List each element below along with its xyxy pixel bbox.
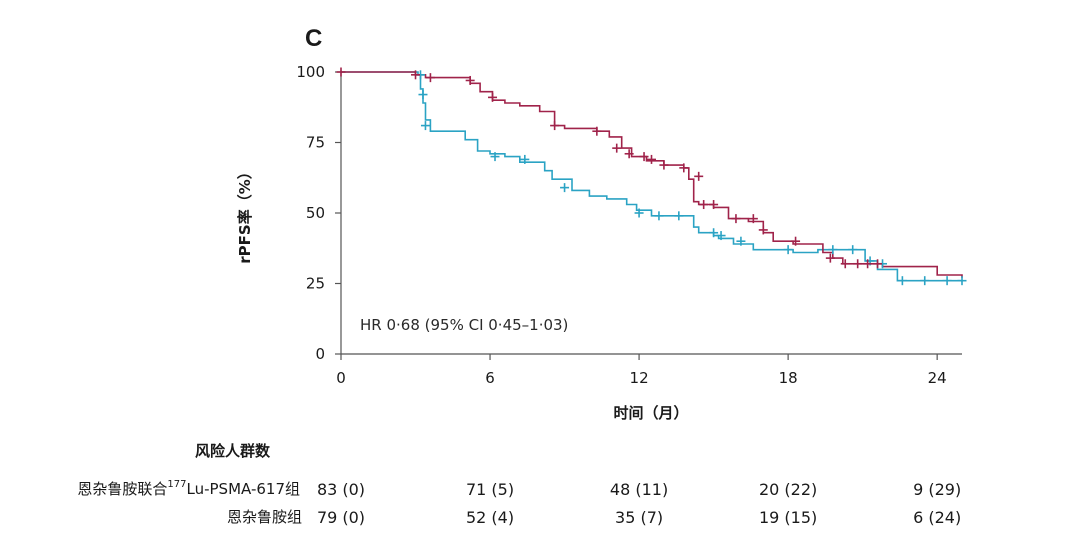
censor-mark-combo xyxy=(731,214,741,224)
risk-row-label-combo: 恩杂鲁胺联合177Lu-PSMA-617组 xyxy=(77,479,300,498)
censor-mark-combo xyxy=(873,259,883,269)
x-tick-label: 6 xyxy=(485,369,495,387)
risk-count-combo: 9 (29) xyxy=(913,480,961,499)
risk-count-mono: 6 (24) xyxy=(913,508,961,527)
censor-mark-combo xyxy=(336,67,346,77)
risk-counts: 83 (0) 71 (5) 48 (11) 20 (22) 9 (29) 79 (0) 52… xyxy=(317,480,961,527)
censor-mark-combo xyxy=(612,143,622,153)
y-axis-title: rPFS率（%） xyxy=(236,164,254,263)
axes: 0 25 50 75 100 0 6 12 18 24 xyxy=(296,63,962,387)
risk-count-combo: 71 (5) xyxy=(466,480,514,499)
censor-mark-combo xyxy=(592,126,602,136)
censor-mark-mono xyxy=(490,152,500,162)
censor-mark-mono xyxy=(848,245,858,255)
x-tick-label: 18 xyxy=(779,369,798,387)
y-tick-label: 75 xyxy=(306,134,325,152)
risk-table: 风险人群数 恩杂鲁胺联合177Lu-PSMA-617组 恩杂鲁胺组 83 (0)… xyxy=(77,442,961,527)
censor-mark-mono xyxy=(654,211,664,221)
censor-mark-mono xyxy=(828,245,838,255)
censor-mark-mono xyxy=(897,276,907,286)
censor-mark-combo xyxy=(411,70,421,80)
censor-mark-combo xyxy=(748,214,758,224)
censor-mark-combo xyxy=(465,75,475,85)
x-tick-label: 12 xyxy=(630,369,649,387)
x-tick-label: 24 xyxy=(928,369,947,387)
censor-marks xyxy=(336,67,967,286)
censor-mark-combo xyxy=(425,73,435,83)
censor-mark-mono xyxy=(736,236,746,246)
risk-row-label-mono: 恩杂鲁胺组 xyxy=(227,508,302,526)
risk-count-combo: 20 (22) xyxy=(759,480,817,499)
risk-count-mono: 52 (4) xyxy=(466,508,514,527)
censor-mark-combo xyxy=(550,121,560,131)
risk-count-mono: 79 (0) xyxy=(317,508,365,527)
censor-mark-combo xyxy=(709,200,719,210)
risk-table-title: 风险人群数 xyxy=(195,442,271,460)
censor-mark-mono xyxy=(634,208,644,218)
censor-mark-combo xyxy=(863,259,873,269)
censor-mark-mono xyxy=(418,90,428,100)
censor-mark-mono xyxy=(420,121,430,131)
risk-count-mono: 19 (15) xyxy=(759,508,817,527)
censor-mark-mono xyxy=(783,245,793,255)
censor-mark-mono xyxy=(709,228,719,238)
risk-count-combo: 48 (11) xyxy=(610,480,668,499)
survival-curves xyxy=(341,71,963,282)
censor-mark-mono xyxy=(957,276,967,286)
x-tick-label: 0 xyxy=(336,369,346,387)
censor-mark-mono xyxy=(716,231,726,241)
x-axis-title: 时间（月） xyxy=(613,404,688,422)
censor-mark-combo xyxy=(699,200,709,210)
censor-mark-combo xyxy=(825,253,835,263)
censor-mark-combo xyxy=(488,92,498,102)
risk-count-mono: 35 (7) xyxy=(615,508,663,527)
censor-mark-mono xyxy=(560,183,570,193)
censor-mark-combo xyxy=(758,225,768,235)
y-tick-label: 0 xyxy=(315,345,325,363)
censor-mark-combo xyxy=(694,171,704,181)
censor-mark-combo xyxy=(659,160,669,170)
y-tick-label: 50 xyxy=(306,204,325,222)
censor-mark-combo xyxy=(840,259,850,269)
km-curve-mono xyxy=(341,71,962,282)
panel-label: C xyxy=(305,25,322,52)
censor-mark-combo xyxy=(639,152,649,162)
censor-mark-mono xyxy=(942,276,952,286)
censor-mark-combo xyxy=(624,149,634,159)
censor-mark-combo xyxy=(647,154,656,164)
censor-mark-mono xyxy=(674,211,684,221)
y-tick-label: 100 xyxy=(296,63,325,81)
km-curve-combo xyxy=(341,71,963,278)
censor-mark-mono xyxy=(520,154,530,164)
y-tick-label: 25 xyxy=(306,275,325,293)
censor-mark-mono xyxy=(920,276,930,286)
censor-mark-combo xyxy=(853,259,863,269)
censor-mark-combo xyxy=(679,163,689,173)
censor-mark-combo xyxy=(791,236,801,246)
hazard-ratio-annotation: HR 0·68 (95% CI 0·45–1·03) xyxy=(360,316,568,334)
risk-count-combo: 83 (0) xyxy=(317,480,365,499)
